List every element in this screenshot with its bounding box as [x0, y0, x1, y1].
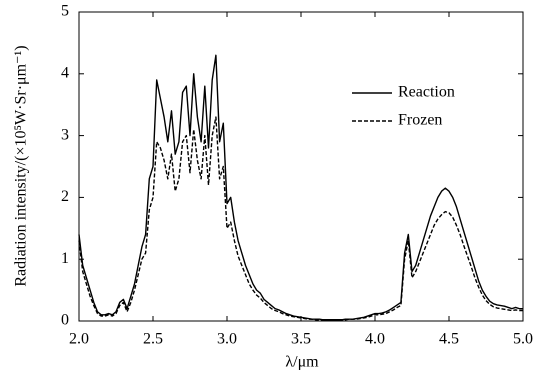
- y-tick-label: 0: [61, 312, 69, 329]
- line-series: [78, 54, 523, 321]
- plot-frame: [78, 11, 524, 322]
- y-axis-label: Radiation intensity/(×10⁵W·Sr·μm⁻¹): [13, 45, 30, 286]
- y-tick-label: 3: [61, 126, 69, 143]
- x-tick-label: 5.0: [513, 331, 533, 348]
- line-series: [78, 116, 523, 321]
- x-tick-label: 4.0: [365, 331, 385, 348]
- legend-label: Frozen: [398, 112, 442, 129]
- x-tick-label: 4.5: [439, 331, 459, 348]
- y-tick-label: 4: [61, 64, 69, 81]
- y-tick-label: 1: [61, 250, 69, 267]
- y-tick-label: 5: [61, 3, 69, 20]
- x-tick-label: 2.0: [69, 331, 89, 348]
- x-tick-label: 3.5: [291, 331, 311, 348]
- y-tick-label: 2: [61, 188, 69, 205]
- legend-label: Reaction: [398, 84, 455, 101]
- x-axis-label: λ/μm: [285, 354, 319, 371]
- x-tick-label: 3.0: [217, 331, 237, 348]
- x-tick-label: 2.5: [143, 331, 163, 348]
